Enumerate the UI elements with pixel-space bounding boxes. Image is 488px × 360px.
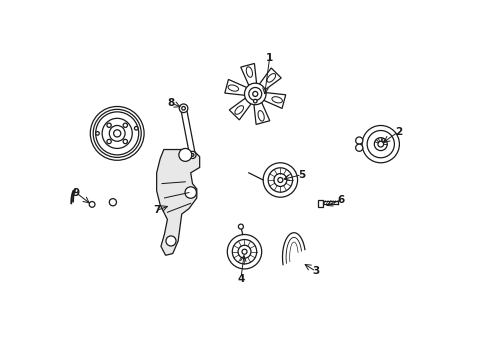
Circle shape (248, 87, 261, 100)
Circle shape (182, 107, 185, 110)
Circle shape (184, 187, 196, 198)
Text: 6: 6 (337, 195, 344, 205)
Circle shape (123, 139, 127, 144)
Polygon shape (253, 103, 269, 125)
Circle shape (102, 118, 132, 148)
Circle shape (263, 163, 297, 197)
Circle shape (355, 144, 362, 151)
Polygon shape (224, 80, 246, 95)
Ellipse shape (266, 73, 275, 82)
Text: 8: 8 (167, 98, 174, 108)
Circle shape (277, 177, 282, 183)
Text: 3: 3 (312, 266, 319, 276)
Polygon shape (240, 63, 256, 85)
Circle shape (238, 224, 243, 229)
Circle shape (179, 148, 191, 161)
Circle shape (123, 123, 127, 127)
Circle shape (242, 249, 246, 254)
Text: 1: 1 (265, 53, 273, 63)
Ellipse shape (227, 85, 238, 91)
Text: 2: 2 (394, 127, 402, 136)
Circle shape (273, 174, 286, 186)
Circle shape (93, 109, 141, 157)
Text: 5: 5 (298, 170, 305, 180)
Circle shape (107, 139, 111, 144)
Circle shape (267, 168, 292, 192)
Circle shape (373, 138, 386, 150)
FancyBboxPatch shape (317, 200, 322, 207)
Circle shape (362, 126, 399, 163)
Circle shape (366, 131, 394, 158)
Polygon shape (229, 98, 250, 120)
Circle shape (188, 151, 196, 158)
Circle shape (238, 245, 250, 258)
Ellipse shape (234, 106, 243, 114)
Polygon shape (181, 108, 195, 156)
Circle shape (252, 91, 257, 96)
Circle shape (89, 202, 95, 207)
Circle shape (232, 239, 256, 264)
Circle shape (109, 199, 116, 206)
Polygon shape (156, 149, 199, 255)
Text: 7: 7 (153, 206, 160, 216)
Ellipse shape (258, 111, 264, 121)
Circle shape (227, 234, 261, 269)
Polygon shape (264, 93, 285, 108)
Circle shape (191, 153, 194, 156)
Ellipse shape (246, 67, 252, 77)
Circle shape (109, 126, 125, 141)
Circle shape (96, 112, 139, 155)
Circle shape (96, 132, 99, 135)
Circle shape (134, 126, 138, 130)
Circle shape (377, 141, 383, 147)
Text: 4: 4 (237, 274, 244, 284)
Circle shape (165, 236, 176, 246)
Ellipse shape (271, 97, 282, 103)
Circle shape (355, 137, 362, 144)
Polygon shape (259, 68, 281, 90)
Circle shape (244, 83, 265, 105)
Circle shape (113, 130, 121, 137)
Text: 9: 9 (72, 188, 80, 198)
Circle shape (253, 99, 257, 103)
Circle shape (107, 123, 111, 127)
Circle shape (90, 107, 144, 160)
Circle shape (179, 104, 187, 113)
